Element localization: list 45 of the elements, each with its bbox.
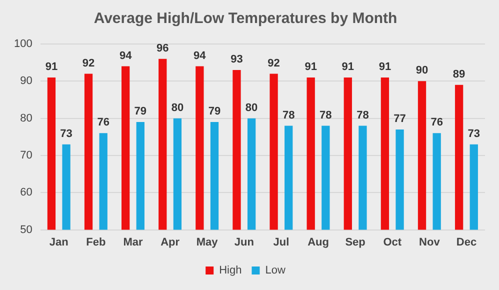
data-label: 94	[194, 50, 207, 62]
x-tick-label: Sep	[345, 236, 366, 248]
data-label: 90	[416, 64, 428, 77]
data-label: 91	[378, 60, 392, 73]
data-label: 93	[230, 54, 243, 66]
x-tick-label: Dec	[456, 236, 477, 248]
y-tick-label: 70	[20, 150, 32, 162]
data-label: 73	[468, 128, 480, 140]
data-label: 91	[342, 60, 354, 73]
y-tick-label: 80	[20, 112, 32, 124]
data-label: 79	[208, 106, 221, 118]
x-tick-label: Oct	[383, 236, 402, 248]
data-label: 76	[97, 116, 110, 129]
data-label: 78	[320, 109, 332, 122]
y-tick-label: 50	[20, 224, 32, 236]
x-tick-label: Aug	[308, 236, 329, 248]
data-label: 80	[171, 102, 184, 114]
data-label: 80	[245, 102, 258, 114]
data-label: 76	[430, 116, 443, 129]
x-tick-label: Mar	[123, 236, 144, 248]
x-tick-label: Jul	[273, 236, 290, 248]
x-tick-label: Jun	[234, 236, 254, 248]
y-tick-label: 90	[20, 75, 32, 88]
legend-label: Low	[265, 264, 286, 277]
x-tick-label: Jan	[49, 236, 69, 248]
data-label: 96	[156, 42, 169, 54]
chart-title: Average High/Low Temperatures by Month	[94, 10, 398, 28]
data-label: 78	[282, 109, 295, 122]
data-label: 79	[134, 106, 147, 118]
data-label: 91	[45, 60, 58, 73]
data-label: 92	[268, 57, 280, 70]
data-label: 89	[452, 68, 466, 80]
data-label: 94	[119, 50, 133, 62]
x-tick-label: May	[196, 236, 219, 248]
y-tick-label: 100	[14, 38, 32, 50]
data-label: 92	[82, 57, 95, 70]
x-tick-label: Feb	[86, 236, 106, 248]
x-tick-label: Nov	[419, 236, 441, 248]
data-label: 91	[304, 60, 317, 73]
x-tick-label: Apr	[160, 236, 180, 248]
data-label: 73	[60, 128, 72, 140]
legend-label: High	[219, 264, 242, 277]
data-label: 78	[356, 109, 369, 122]
y-tick-label: 60	[20, 186, 32, 199]
data-label: 77	[394, 113, 406, 125]
